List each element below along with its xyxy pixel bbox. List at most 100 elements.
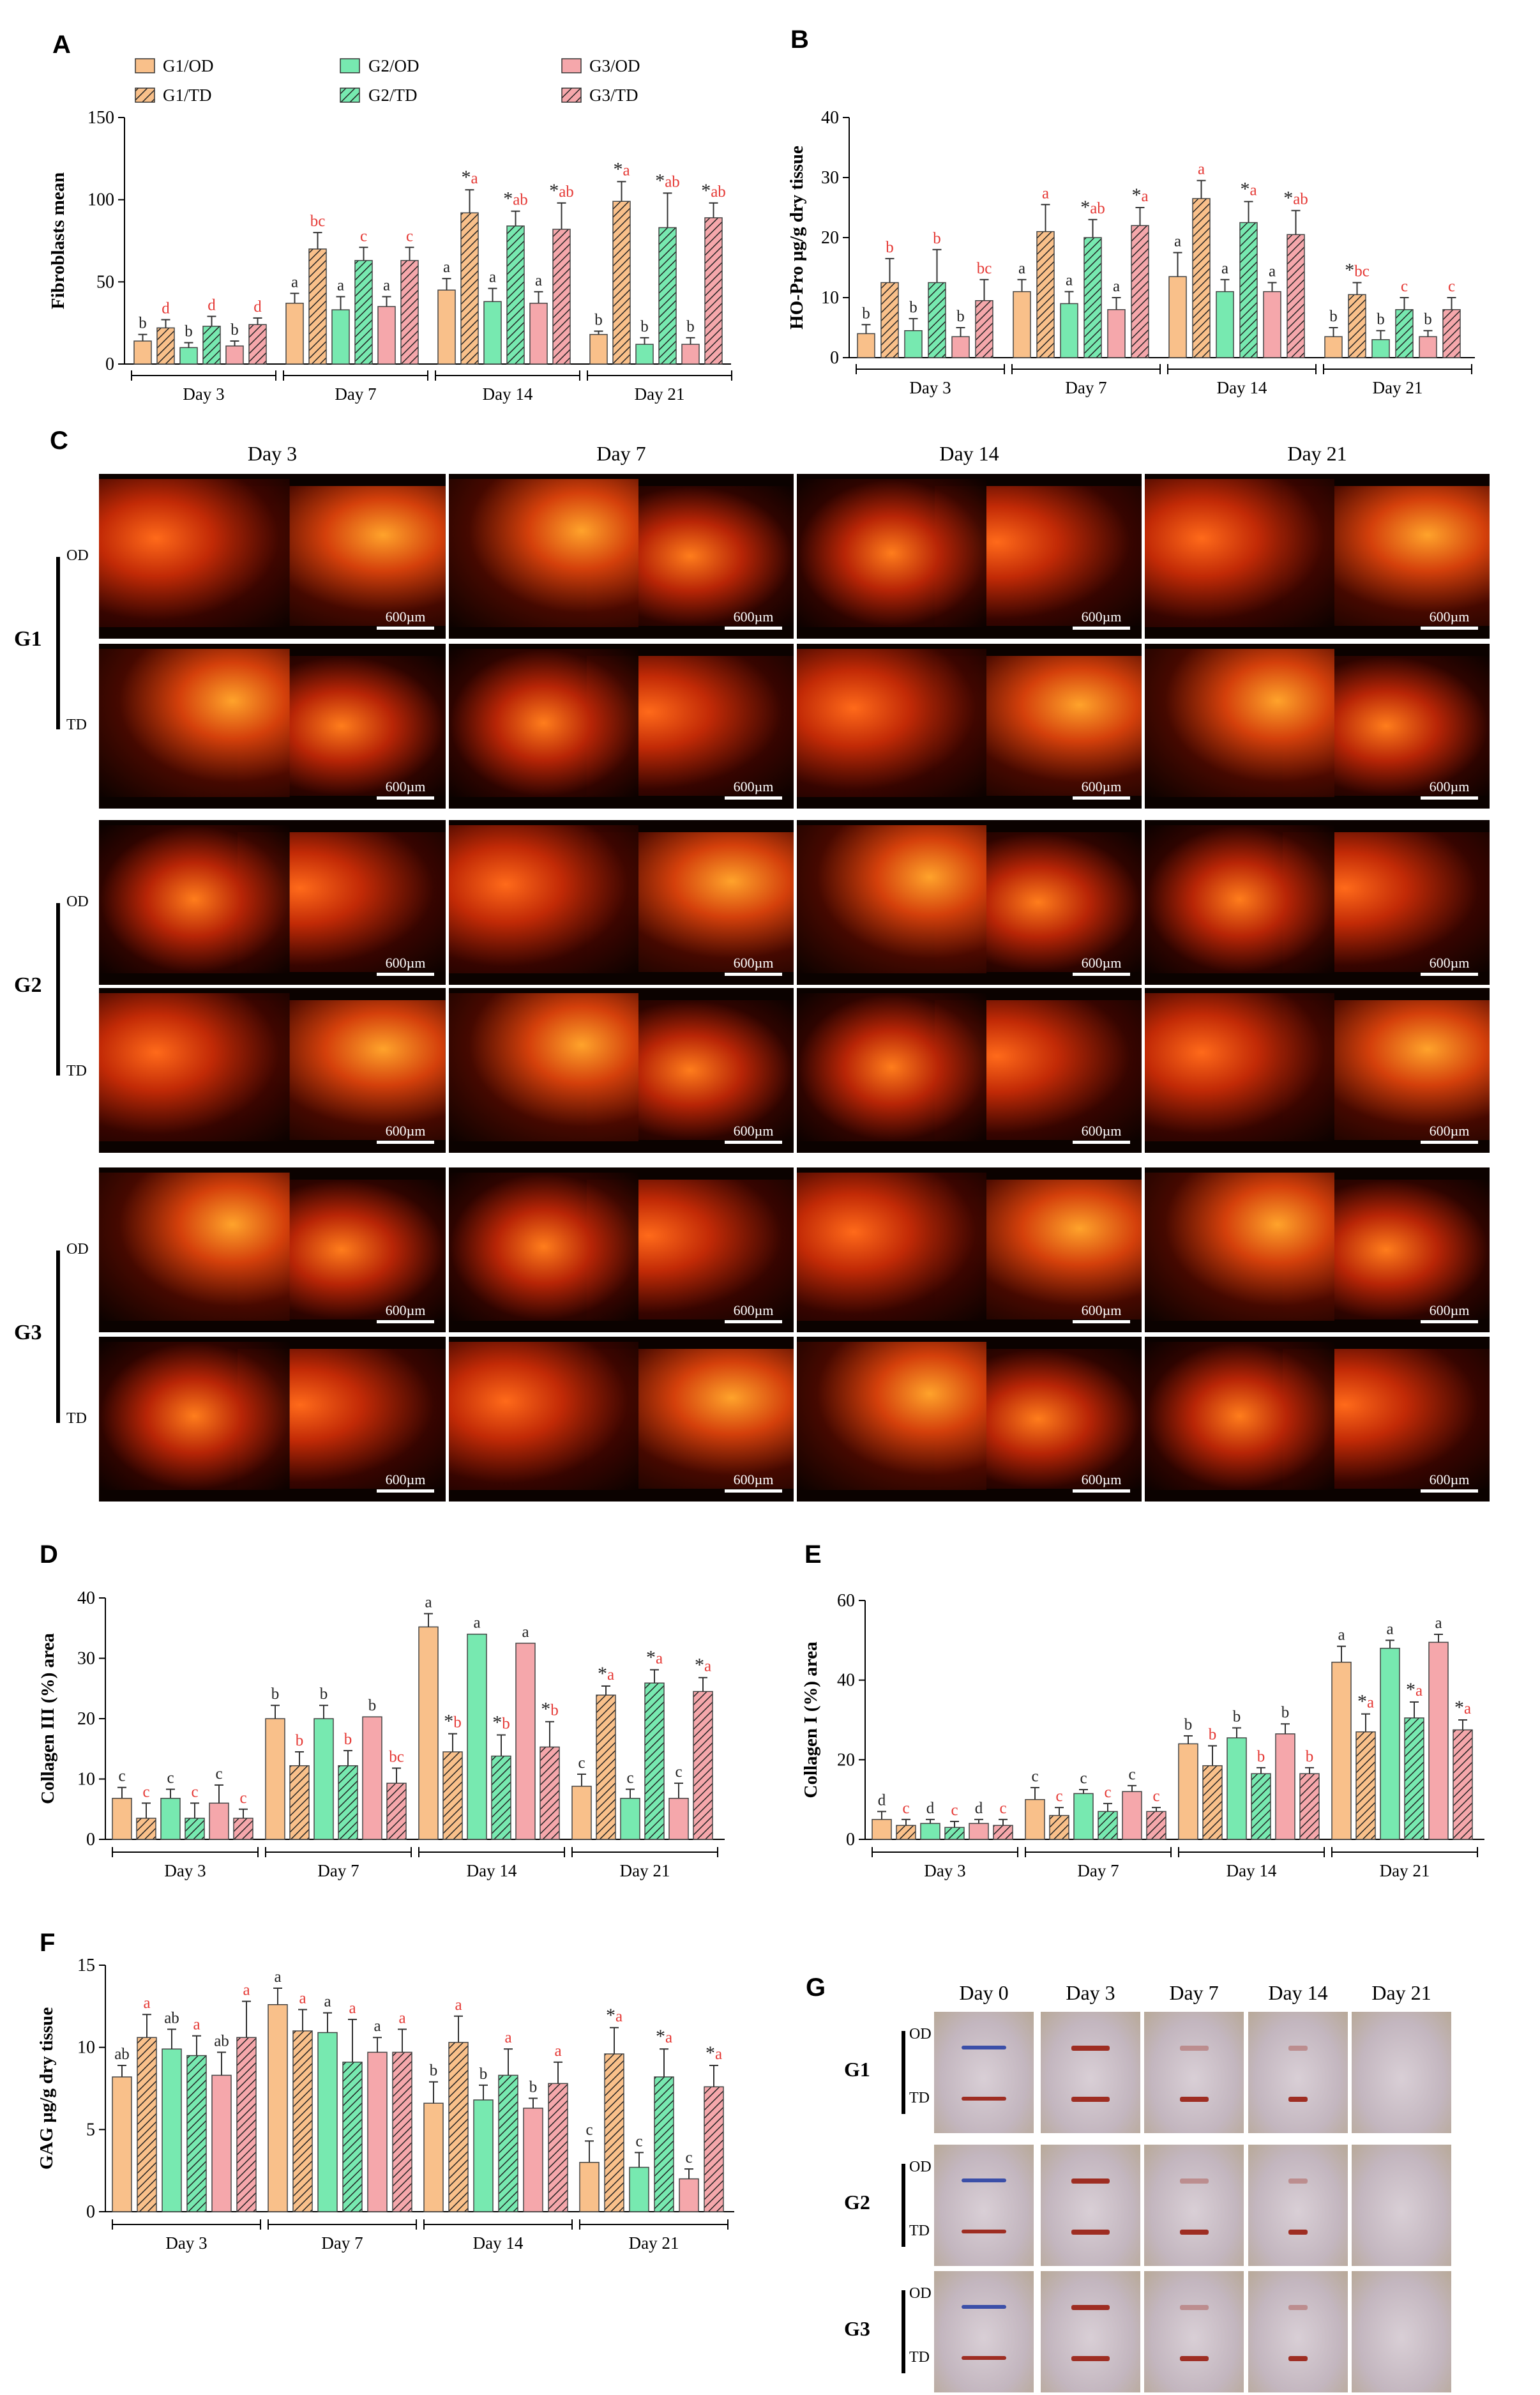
bar (362, 1716, 382, 1840)
panel-letter-f: F (40, 1929, 56, 1957)
scale-bar-label: 600µm (1081, 955, 1122, 971)
significance-label: c (626, 1770, 633, 1787)
bar (448, 2042, 469, 2212)
wound-photograph (1248, 2145, 1348, 2266)
bar (1122, 1791, 1142, 1840)
significance-label: b (909, 299, 917, 316)
wound-incision-mark (962, 2230, 1006, 2233)
scale-bar: 600µm (377, 1302, 434, 1323)
scale-bar: 600µm (1073, 1471, 1130, 1493)
scale-bar-label: 600µm (1081, 779, 1122, 795)
bar (1395, 309, 1414, 358)
y-axis-title: GAG µg/g dry tissue (36, 2007, 57, 2170)
x-category-label: Day 7 (317, 1861, 359, 1880)
significance-label: c (1104, 1784, 1111, 1801)
y-tick-label: 0 (105, 354, 114, 374)
y-axis-title: Fibroblasts mean (48, 172, 68, 310)
significance-label: *ab (1080, 197, 1105, 218)
significance-label: ab (214, 2032, 229, 2049)
significance-label: *a (656, 2026, 672, 2047)
bar (265, 1718, 285, 1840)
x-category-label: Day 3 (924, 1861, 965, 1880)
significance-label: c (951, 1802, 958, 1819)
significance-label: c (578, 1754, 585, 1772)
significance-label: a (299, 1989, 306, 2007)
legend-swatch-g1-td (135, 87, 155, 103)
bar (1168, 276, 1187, 358)
panel-letter-g: G (806, 1973, 826, 2002)
y-tick-label: 0 (86, 1830, 95, 1850)
scale-bar: 600µm (725, 1302, 782, 1323)
wound-incision-mark (1179, 2178, 1209, 2184)
bar (523, 2108, 543, 2212)
scale-bar: 600µm (1073, 779, 1130, 800)
histology-row-label: OD (66, 547, 89, 564)
bar (604, 2053, 624, 2212)
bar (460, 212, 479, 365)
scale-bar: 600µm (377, 779, 434, 800)
significance-label: bc (977, 260, 992, 277)
significance-label: *b (444, 1711, 462, 1732)
scale-bar-line (1421, 1320, 1478, 1323)
wound-incision-mark (962, 2305, 1006, 2309)
histology-row-label: TD (66, 1410, 87, 1427)
significance-label: a (1174, 233, 1181, 250)
significance-label: b (594, 312, 603, 329)
significance-label: c (215, 1765, 222, 1783)
scale-bar-label: 600µm (733, 779, 774, 795)
significance-label: b (139, 315, 147, 332)
scale-bar: 600µm (1073, 1302, 1130, 1323)
x-category-label: Day 7 (1065, 378, 1106, 397)
bar (552, 229, 571, 365)
scale-bar-line (377, 627, 434, 630)
bar (629, 2166, 649, 2212)
x-category-label: Day 3 (909, 378, 951, 397)
group-bracket-line (902, 2031, 905, 2114)
histology-row-label: OD (66, 1241, 89, 1258)
wound-photograph (1041, 2012, 1140, 2133)
bar (473, 2099, 494, 2212)
scale-bar: 600µm (1073, 955, 1130, 976)
wound-day-header: Day 0 (959, 1981, 1009, 2004)
bar (668, 1797, 689, 1840)
bar (112, 2076, 132, 2212)
bar (1178, 1743, 1198, 1840)
y-tick-label: 15 (77, 1956, 95, 1975)
scale-bar-line (725, 627, 782, 630)
histology-micrograph: 600µm (1145, 1167, 1490, 1332)
significance-label: b (320, 1685, 328, 1703)
wound-row-label: TD (909, 2223, 930, 2239)
bar (392, 2051, 412, 2212)
significance-label: c (1128, 1766, 1135, 1783)
significance-label: *ab (655, 170, 680, 191)
x-category-label: Day 7 (1077, 1861, 1119, 1880)
significance-label: a (504, 2029, 511, 2046)
bar (1049, 1814, 1069, 1840)
bar (437, 289, 456, 365)
bar (704, 217, 723, 365)
bar (377, 306, 396, 365)
x-category-label: Day 21 (1373, 378, 1423, 397)
histology-micrograph: 600µm (99, 1167, 446, 1332)
wound-incision-mark (1288, 2097, 1308, 2102)
histology-day-header: Day 14 (939, 442, 999, 465)
significance-label: bc (310, 213, 326, 230)
scale-bar: 600µm (1073, 1123, 1130, 1144)
significance-label: *b (541, 1699, 559, 1720)
histology-day-header: Day 3 (247, 442, 298, 465)
significance-label: b (344, 1731, 352, 1748)
wound-incision-mark (1179, 2230, 1209, 2235)
bar (506, 225, 525, 365)
bar (704, 2086, 724, 2212)
wound-incision-mark (1288, 2178, 1308, 2184)
significance-label: b (1306, 1748, 1314, 1765)
bar (896, 1825, 916, 1840)
bar (136, 1818, 156, 1840)
significance-label: b (271, 1685, 280, 1703)
y-axis-title: Collagen III (%) area (38, 1633, 58, 1804)
significance-label: c (685, 2149, 692, 2166)
group-bracket-line (902, 2290, 905, 2373)
significance-label: a (324, 1993, 331, 2011)
bar (612, 201, 631, 365)
